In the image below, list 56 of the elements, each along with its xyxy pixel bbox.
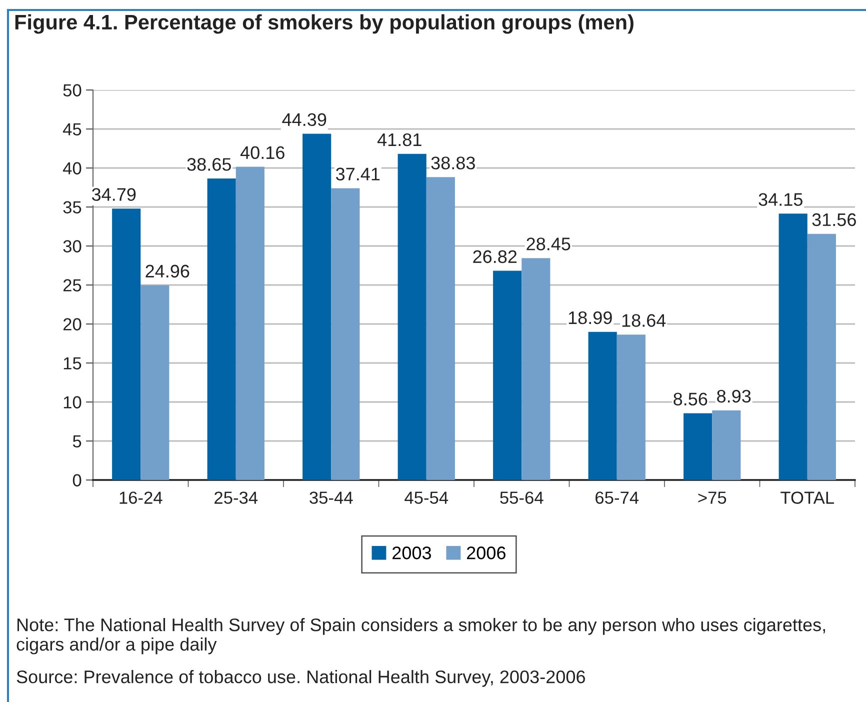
legend-label: 2006	[466, 546, 506, 560]
y-tick-label: 30	[63, 240, 82, 252]
bar	[207, 178, 236, 480]
y-tick-label: 35	[63, 201, 82, 214]
data-label: 28.45	[526, 238, 570, 250]
data-label: 26.82	[473, 250, 517, 264]
bar	[331, 188, 360, 480]
data-label: 38.65	[187, 158, 231, 171]
data-label: 31.56	[812, 213, 856, 226]
x-tick-label: 35-44	[310, 492, 353, 504]
data-label: 41.81	[377, 133, 422, 146]
bar	[807, 234, 836, 480]
y-tick-label: 15	[64, 357, 82, 370]
bar	[616, 334, 646, 480]
data-label: 24.96	[146, 264, 190, 278]
bar	[236, 166, 264, 480]
data-label: 38.83	[431, 156, 475, 170]
x-tick-label: 25-34	[214, 492, 258, 504]
bar	[588, 332, 617, 480]
bar	[522, 258, 550, 480]
y-tick-label: 45	[62, 123, 82, 136]
data-label: 34.15	[758, 193, 802, 206]
x-tick-label: 45-54	[404, 492, 448, 504]
data-label: 44.39	[282, 113, 326, 126]
bar	[140, 285, 170, 480]
bar	[712, 410, 741, 480]
bar	[684, 413, 712, 480]
chart-title: Figure 4.1. Percentage of smokers by population groups (men)	[15, 14, 634, 34]
data-label: 37.41	[336, 168, 380, 180]
x-tick-label: 55-64	[500, 492, 544, 504]
bar	[112, 208, 141, 480]
text: Note: The National Health Survey of Spain considers a smoker to be any person who uses cigarettes, cigars and/or a pipe daily	[16, 618, 825, 654]
legend-label: 2003	[392, 546, 431, 560]
x-tick-label: TOTAL	[780, 492, 834, 504]
x-tick-label: 16-24	[120, 492, 162, 504]
bar	[398, 154, 426, 480]
bar	[302, 134, 332, 480]
y-tick-label: 0	[72, 474, 82, 486]
data-label: 18.64	[622, 314, 666, 327]
y-tick-label: 40	[62, 162, 82, 174]
x-tick-label: >75	[698, 492, 726, 504]
data-label: 40.16	[240, 146, 284, 160]
source-note: Source: Prevalence of tobacco use. National Health Survey, 2003-2006	[16, 670, 585, 687]
y-tick-label: 5	[72, 435, 82, 448]
bar	[778, 214, 808, 480]
x-tick-label: 65-74	[596, 492, 639, 504]
bar	[426, 177, 455, 480]
data-label: 34.79	[92, 188, 136, 201]
y-tick-label: 50	[63, 84, 82, 96]
data-label: 8.56	[674, 392, 708, 406]
y-tick-label: 20	[63, 318, 82, 330]
data-label: 18.99	[568, 311, 612, 324]
y-tick-label: 25	[63, 279, 82, 292]
data-label: 8.93	[717, 390, 751, 403]
bar	[493, 270, 522, 480]
y-tick-label: 10	[64, 396, 82, 408]
